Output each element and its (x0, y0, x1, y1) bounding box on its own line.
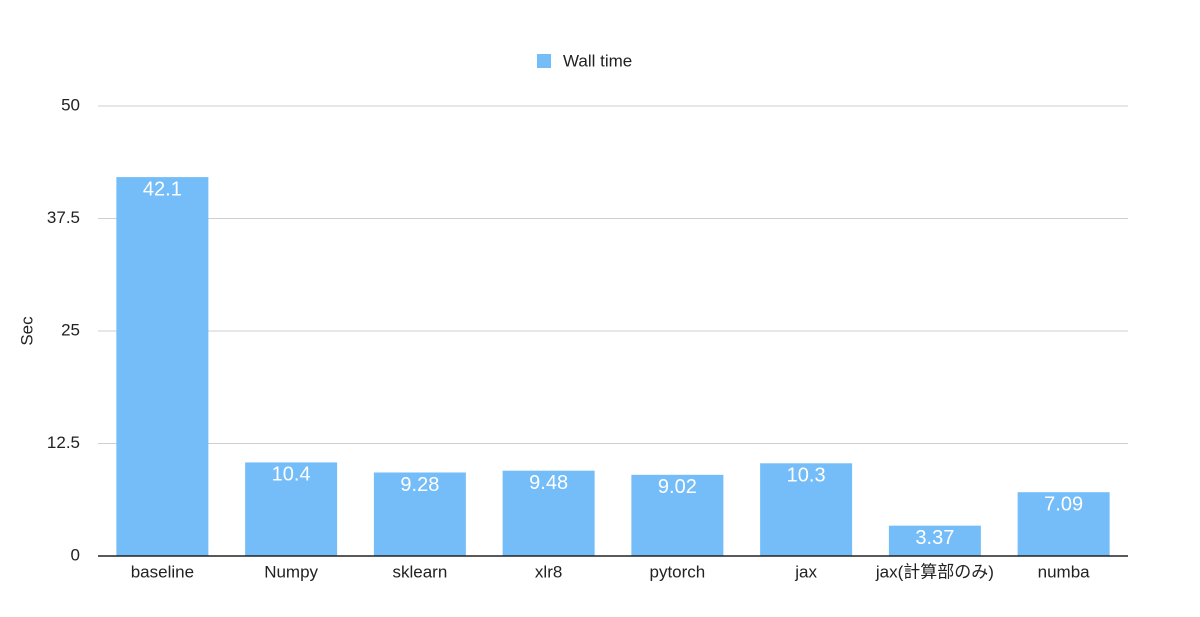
x-tick-label: xlr8 (535, 562, 562, 581)
bar (245, 462, 338, 556)
y-tick-label: 50 (61, 95, 80, 114)
bar (373, 472, 466, 556)
x-tick-label: numba (1038, 562, 1091, 581)
y-tick-label: 37.5 (47, 208, 80, 227)
y-tick-label: 12.5 (47, 433, 80, 452)
data-label: 42.1 (143, 178, 182, 200)
data-label: 7.09 (1044, 493, 1083, 515)
data-label: 9.48 (529, 472, 568, 494)
data-label: 10.4 (272, 464, 311, 486)
x-tick-label: pytorch (650, 562, 706, 581)
bar (631, 474, 724, 556)
legend-label: Wall time (563, 51, 632, 70)
data-label: 3.37 (915, 527, 954, 549)
x-tick-label: sklearn (392, 562, 447, 581)
data-label: 9.28 (400, 474, 439, 496)
y-tick-label: 25 (61, 320, 80, 339)
legend-swatch (537, 54, 551, 68)
x-tick-label: Numpy (264, 562, 318, 581)
bar (888, 525, 981, 556)
bar (1017, 492, 1110, 556)
x-tick-label: jax(計算部のみ) (875, 562, 994, 581)
bar (116, 177, 209, 556)
data-label: 10.3 (787, 465, 826, 487)
y-tick-label: 0 (71, 545, 80, 564)
x-tick-label: jax (794, 562, 817, 581)
data-label: 9.02 (658, 476, 697, 498)
x-tick-label: baseline (131, 562, 194, 581)
y-axis-label: Sec (17, 316, 36, 346)
bar (760, 463, 853, 556)
bar (502, 470, 595, 556)
